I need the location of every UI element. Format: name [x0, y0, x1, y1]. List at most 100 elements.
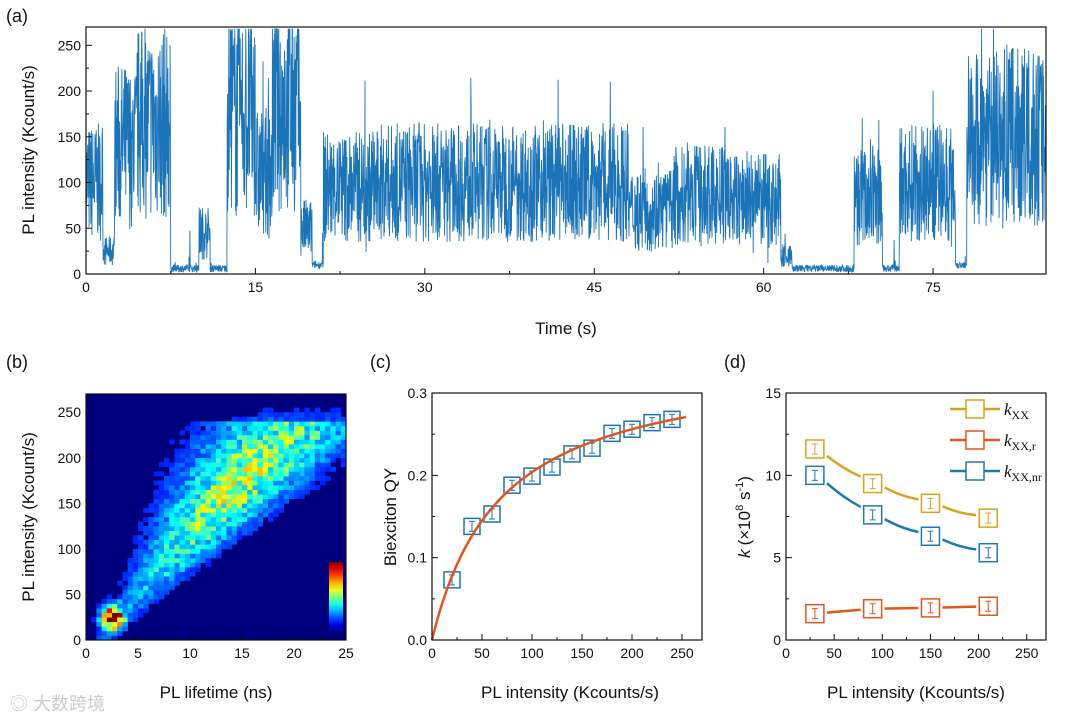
heatmap-cell	[252, 439, 258, 445]
heatmap-cell	[158, 462, 165, 468]
heatmap-cell	[216, 512, 222, 518]
heatmap-cell	[179, 457, 186, 463]
heatmap-cell	[268, 430, 274, 436]
heatmap-cell	[195, 485, 201, 490]
heatmap-cell	[148, 576, 154, 582]
panel-b-xtick-label: 25	[338, 645, 354, 661]
heatmap-cell	[231, 535, 238, 541]
heatmap-cell	[278, 462, 284, 468]
panel-b-xtick-label: 15	[234, 645, 250, 661]
heatmap-cell	[132, 553, 139, 559]
heatmap-cell	[299, 494, 305, 500]
heatmap-cell	[226, 485, 232, 490]
heatmap-cell	[304, 457, 310, 463]
heatmap-cell	[169, 512, 175, 518]
error-bar	[927, 530, 934, 542]
heatmap-cell	[242, 526, 248, 531]
heatmap-cell	[231, 507, 238, 513]
heatmap-cell	[325, 462, 331, 468]
heatmap-cell	[184, 530, 191, 536]
heatmap-cell	[226, 526, 232, 531]
heatmap-cell	[257, 466, 264, 472]
heatmap-cell	[231, 517, 238, 522]
heatmap-cell	[216, 480, 222, 486]
heatmap-cell	[226, 489, 232, 495]
heatmap-cell	[200, 485, 206, 490]
heatmap-cell	[216, 503, 222, 509]
heatmap-cell	[169, 498, 175, 504]
heatmap-cell	[320, 480, 326, 486]
heatmap-cell	[304, 453, 310, 459]
heatmap-cell	[257, 476, 264, 481]
heatmap-cell	[294, 439, 300, 445]
heatmap-cell	[210, 480, 217, 486]
heatmap-cell	[268, 471, 274, 477]
heatmap-cell	[205, 462, 212, 468]
heatmap-cell	[216, 462, 222, 468]
heatmap-cell	[101, 608, 108, 613]
heatmap-cell	[330, 416, 336, 422]
heatmap-cell	[153, 539, 160, 545]
c-ylabel: Biexciton QY	[381, 468, 400, 566]
heatmap-cell	[205, 562, 212, 568]
heatmap-cell	[221, 471, 227, 477]
heatmap-cell	[210, 444, 217, 449]
heatmap-cell	[174, 535, 180, 541]
heatmap-cell	[268, 476, 274, 481]
heatmap-cell	[262, 498, 269, 504]
heatmap-cell	[132, 599, 139, 604]
heatmap-cell	[309, 448, 316, 454]
series-line-xx-r	[942, 605, 977, 609]
heatmap-cell	[132, 585, 139, 591]
series-line-xx-nr	[884, 518, 919, 534]
heatmap-cell	[158, 558, 165, 563]
heatmap-cell	[236, 526, 243, 531]
heatmap-cell	[184, 535, 191, 541]
heatmap-cell	[262, 462, 269, 468]
panel-b-ytick-label: 100	[58, 541, 82, 557]
heatmap-cell	[231, 498, 238, 504]
heatmap-cell	[231, 485, 238, 490]
heatmap-cell	[174, 553, 180, 559]
heatmap-cell	[288, 476, 295, 481]
heatmap-cell	[273, 476, 279, 481]
heatmap-cell	[101, 617, 108, 623]
heatmap-cell	[257, 494, 264, 500]
heatmap-cell	[122, 585, 128, 591]
qy-error-bar	[469, 520, 475, 532]
heatmap-cell	[309, 435, 316, 440]
panel-c-ytick-label: 0.0	[408, 632, 428, 648]
heatmap-cell	[205, 457, 212, 463]
panel-d-ytick-label: 5	[773, 550, 781, 566]
heatmap-cell	[205, 548, 212, 554]
heatmap-cell	[164, 562, 170, 568]
heatmap-cell	[184, 553, 191, 559]
heatmap-cell	[174, 562, 180, 568]
heatmap-cell	[195, 448, 201, 454]
heatmap-cell	[252, 476, 258, 481]
heatmap-cell	[143, 589, 149, 595]
heatmap-cell	[252, 526, 258, 531]
panel-a-ytick-label: 100	[58, 175, 82, 191]
heatmap-cell	[190, 548, 196, 554]
heatmap-cell	[158, 576, 165, 582]
heatmap-cell	[143, 539, 149, 545]
panel-d-xtick-label: 200	[967, 645, 991, 661]
heatmap-cell	[299, 425, 305, 431]
heatmap-cell	[288, 421, 295, 427]
heatmap-cell	[247, 498, 253, 504]
heatmap-cell	[278, 412, 284, 418]
heatmap-cell	[299, 485, 305, 490]
heatmap-cell	[205, 498, 212, 504]
heatmap-cell	[169, 503, 175, 509]
heatmap-cell	[153, 535, 160, 541]
heatmap-cell	[210, 503, 217, 509]
heatmap-cell	[210, 521, 217, 527]
heatmap-cell	[96, 617, 102, 623]
heatmap-cell	[174, 539, 180, 545]
heatmap-cell	[226, 430, 232, 436]
heatmap-cell	[325, 453, 331, 459]
heatmap-cell	[325, 439, 331, 445]
heatmap-cell	[195, 553, 201, 559]
heatmap-cell	[169, 544, 175, 550]
